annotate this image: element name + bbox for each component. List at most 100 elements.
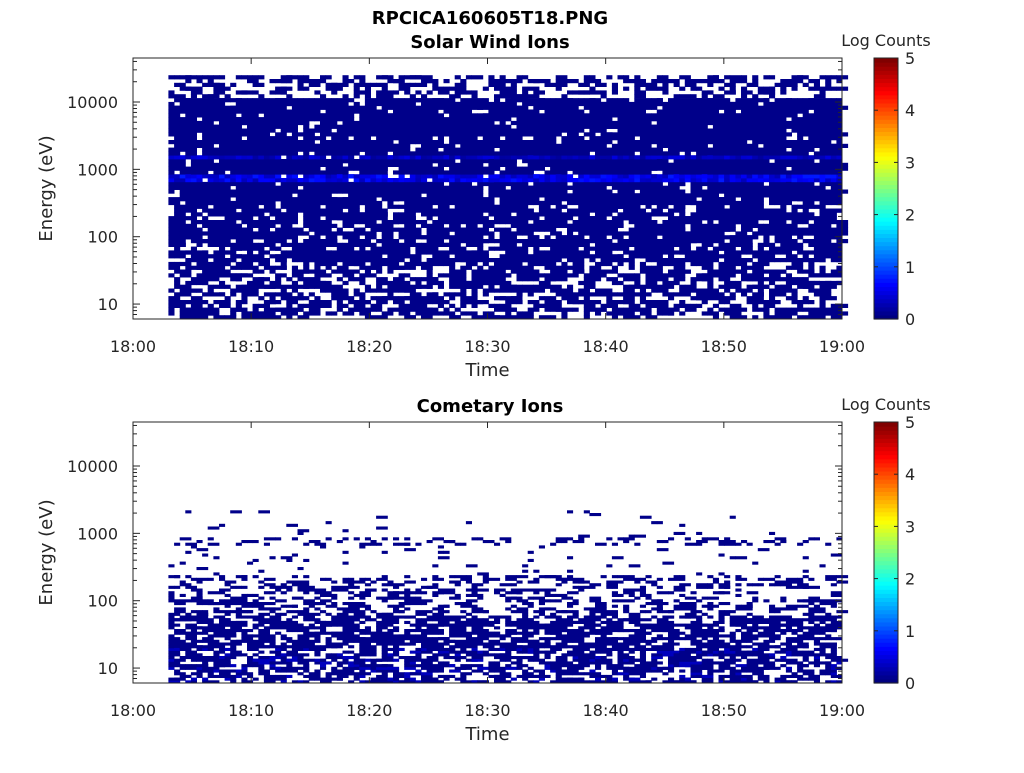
data-cell [712, 288, 719, 293]
data-cell [651, 227, 658, 232]
data-cell [595, 273, 602, 278]
data-cell [275, 216, 282, 221]
data-cell [510, 132, 517, 137]
data-cell [488, 128, 495, 133]
data-cell [471, 204, 478, 209]
data-cell [538, 223, 545, 228]
data-cell [196, 159, 203, 164]
data-cell [741, 200, 748, 206]
data-cell [555, 200, 562, 206]
data-cell [286, 136, 293, 141]
data-cell [673, 128, 680, 133]
data-cell [679, 204, 686, 209]
data-cell [336, 242, 343, 247]
data-cell [522, 284, 534, 289]
data-cell [174, 254, 181, 259]
data-cell [202, 181, 209, 187]
data-cell [303, 296, 310, 301]
data-cell [336, 300, 343, 305]
data-cell [510, 159, 517, 164]
data-cell [600, 258, 607, 263]
data-cell [724, 250, 731, 255]
data-cell [291, 242, 298, 247]
data-cell [370, 265, 383, 270]
data-cell [325, 128, 332, 133]
data-cell [707, 254, 714, 259]
data-cell [314, 105, 321, 110]
data-cell [207, 197, 214, 202]
data-cell [437, 162, 444, 167]
data-cell [275, 136, 282, 141]
data-cell [409, 265, 416, 270]
data-cell [207, 265, 214, 270]
data-cell [477, 101, 484, 107]
data-cell [393, 227, 400, 232]
data-cell [291, 113, 298, 118]
data-cell [645, 242, 652, 247]
data-cell [320, 120, 327, 126]
data-cell [174, 246, 181, 251]
data-cell [348, 105, 355, 110]
data-cell [219, 136, 226, 141]
data-cell [190, 113, 197, 118]
data-cell [471, 261, 478, 267]
data-cell [241, 200, 248, 206]
data-cell [348, 98, 355, 103]
data-cell [572, 193, 579, 198]
data-cell [477, 174, 484, 179]
data-cell [185, 315, 192, 320]
data-cell [724, 223, 731, 228]
data-cell [179, 288, 186, 293]
data-cell [527, 132, 534, 137]
data-cell [690, 216, 697, 221]
data-cell [718, 101, 725, 107]
data-cell [465, 136, 472, 141]
data-cell [538, 227, 545, 232]
data-cell [673, 132, 680, 137]
data-cell [196, 197, 203, 202]
data-cell [252, 223, 259, 228]
data-cell [364, 166, 371, 171]
data-cell [190, 193, 197, 198]
data-cell [342, 189, 349, 194]
data-cell [336, 113, 343, 118]
data-cell [628, 181, 635, 187]
data-cell [404, 166, 411, 171]
data-cell [409, 94, 416, 99]
data-cell [679, 311, 686, 316]
data-cell [258, 128, 265, 133]
data-cell [561, 250, 568, 255]
data-cell [230, 250, 237, 255]
data-cell [510, 200, 517, 206]
data-cell [398, 258, 405, 263]
data-cell [718, 98, 725, 103]
data-cell [415, 132, 422, 137]
data-cell [600, 235, 607, 240]
data-cell [499, 193, 506, 198]
data-cell [348, 79, 355, 84]
data-cell [465, 258, 478, 263]
data-cell [308, 220, 315, 225]
data-cell [404, 178, 411, 183]
data-cell [651, 124, 658, 129]
data-cell [583, 242, 590, 247]
data-cell [611, 235, 618, 240]
data-cell [567, 120, 574, 126]
data-cell [280, 231, 287, 236]
data-cell [606, 120, 613, 126]
data-cell [499, 269, 506, 274]
data-cell [538, 220, 545, 225]
data-cell [207, 94, 214, 99]
data-cell [600, 220, 607, 225]
data-cell [482, 113, 489, 118]
data-cell [303, 223, 310, 228]
data-cell [252, 101, 259, 107]
data-cell [196, 189, 203, 194]
data-cell [376, 101, 383, 107]
data-cell [623, 79, 635, 84]
data-cell [303, 170, 310, 175]
data-cell [729, 178, 736, 183]
data-cell [645, 204, 652, 209]
data-cell [224, 185, 231, 190]
data-cell [381, 147, 388, 152]
